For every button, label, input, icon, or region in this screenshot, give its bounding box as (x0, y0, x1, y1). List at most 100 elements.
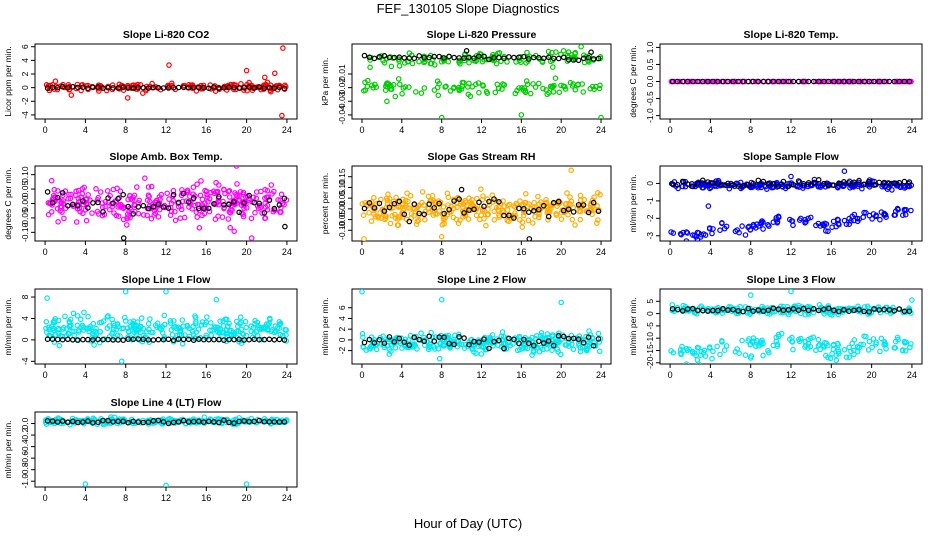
data-point (436, 208, 443, 214)
data-point (246, 418, 252, 425)
data-point (163, 289, 169, 295)
data-point (456, 196, 462, 202)
panel-9: Slope Line 3 Flow ml/min per min. 0 4 8 12 16 2… (628, 274, 923, 380)
data-point (140, 336, 147, 343)
data-point (261, 210, 268, 216)
data-point (105, 336, 111, 343)
data-point (59, 336, 66, 343)
panel-4: Slope Amb. Box Temp. degrees C per min. 0 4… (3, 151, 298, 257)
data-point (264, 79, 271, 86)
data-point (680, 229, 687, 236)
y-tick-label: -4 (20, 357, 30, 365)
data-point (441, 55, 447, 61)
data-point (234, 181, 240, 187)
data-point (237, 314, 244, 321)
data-point (241, 87, 247, 93)
data-point (473, 212, 480, 219)
data-point (780, 307, 787, 314)
data-point (543, 346, 550, 352)
data-point (160, 418, 167, 425)
y-tick-label: -1 (645, 197, 655, 205)
data-point (585, 334, 592, 341)
x-tick-label: 20 (556, 247, 566, 257)
data-point (496, 199, 502, 205)
data-point (492, 89, 499, 96)
data-point (201, 419, 207, 426)
data-point (160, 204, 167, 210)
data-point (68, 92, 75, 98)
data-point (496, 337, 502, 344)
data-point (373, 346, 380, 353)
data-point (49, 84, 56, 91)
data-point (680, 347, 687, 354)
data-point (85, 205, 91, 211)
data-point (780, 78, 787, 85)
data-point (206, 196, 213, 202)
data-point (234, 318, 240, 325)
data-point (906, 308, 913, 315)
data-point (841, 217, 848, 224)
data-point (484, 90, 491, 97)
data-point (165, 205, 172, 211)
data-point (232, 199, 238, 206)
data-point (144, 212, 151, 219)
data-point (520, 53, 527, 60)
panel-title: Slope Amb. Box Temp. (109, 151, 222, 163)
data-point (367, 64, 373, 71)
data-point (60, 198, 67, 204)
data-point (175, 336, 182, 342)
data-point (54, 84, 61, 91)
data-point (120, 337, 127, 343)
data-point (554, 203, 560, 210)
data-point (145, 419, 152, 426)
data-point (160, 85, 167, 91)
y-tick-label: 2 (337, 327, 347, 332)
data-point (595, 208, 602, 215)
data-point (558, 51, 564, 58)
y-tick-label: 2 (20, 71, 30, 76)
data-point (212, 216, 219, 223)
data-point (225, 323, 231, 329)
data-point (110, 85, 116, 91)
data-point (597, 335, 604, 342)
data-point (206, 336, 212, 343)
data-point (499, 329, 506, 335)
data-point (159, 323, 166, 330)
y-tick-label: 0 (645, 181, 655, 186)
data-point (178, 332, 185, 338)
data-point (130, 418, 137, 425)
data-point (66, 331, 72, 337)
data-point (70, 201, 76, 208)
data-point (383, 213, 389, 220)
x-tick-label: 16 (516, 370, 526, 380)
data-point (202, 200, 208, 206)
y-axis-label: kPa per min. (320, 58, 330, 106)
data-point (203, 319, 209, 326)
data-point (813, 78, 819, 85)
data-point (524, 203, 531, 210)
data-point (425, 193, 432, 200)
data-point (43, 329, 50, 335)
y-tick-label: 0.10 (20, 166, 30, 183)
data-point (773, 338, 780, 345)
data-point (401, 339, 408, 346)
data-point (411, 201, 418, 207)
data-point (376, 53, 383, 60)
data-points (42, 414, 290, 487)
data-point (586, 207, 593, 213)
data-point (266, 336, 273, 343)
data-point (91, 342, 97, 348)
data-point (888, 180, 895, 187)
data-point (145, 205, 152, 212)
panel-3: Slope Li-820 Temp. degrees C per min. 0 4 8 1… (628, 29, 923, 135)
data-point (869, 344, 875, 351)
data-point (115, 204, 121, 210)
data-point (75, 337, 81, 343)
data-point (158, 326, 164, 333)
data-point (850, 217, 857, 224)
data-point (902, 347, 909, 354)
data-point (54, 336, 61, 343)
data-point (213, 296, 220, 303)
data-point (583, 333, 589, 340)
data-point (415, 217, 422, 224)
